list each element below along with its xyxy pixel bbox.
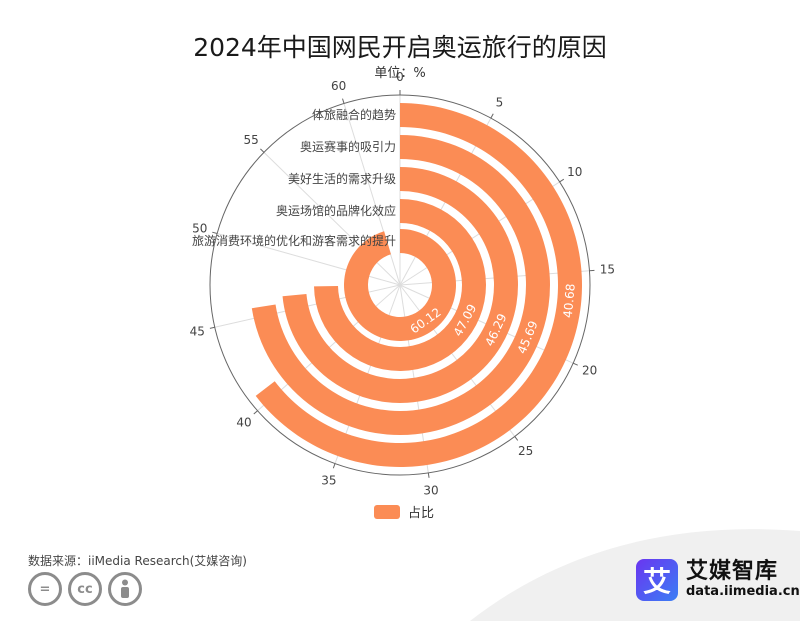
bar-1[interactable] [344,229,457,342]
legend-label: 占比 [408,506,435,521]
legend-swatch [374,504,400,519]
brand-name: 艾媒智库 [686,559,779,584]
cc-icon: cc [68,572,102,606]
cc-license: = cc [28,572,142,606]
angle-tick [559,178,565,183]
brand: 艾 艾媒智库 data.iimedia.cn [636,559,800,601]
category-label: 美好生活的需求升级 [288,171,396,186]
angle-tick [572,362,578,366]
angle-tick-label: 15 [600,262,615,276]
angle-tick-label: 45 [190,324,205,338]
chart-title: 2024年中国网民开启奥运旅行的原因 [193,33,607,62]
grid-spoke [263,151,401,286]
angle-tick-label: 35 [321,473,336,487]
angle-tick-label: 10 [567,165,582,179]
unit-label: 单位：% [374,66,426,81]
category-label: 奥运场馆的品牌化效应 [276,203,396,218]
grid-spoke [343,103,401,286]
angle-tick [209,326,215,329]
angle-tick-label: 5 [496,95,504,109]
angle-tick-label: 30 [423,484,438,498]
category-label: 体旅融合的趋势 [312,107,396,122]
data-source: 数据来源：iiMedia Research(艾媒咨询) [28,554,247,568]
equals-icon: = [28,572,62,606]
angle-tick [427,472,430,478]
angle-tick [253,410,258,415]
angle-tick-label: 50 [192,222,207,236]
angle-tick [342,98,345,104]
person-icon [108,572,142,606]
grid-spoke [216,233,401,286]
angle-tick [332,463,336,469]
angle-tick [490,113,494,119]
angle-tick [260,148,265,153]
angle-tick-label: 55 [243,133,258,147]
brand-logo-icon: 艾 [636,559,678,601]
angle-tick [514,436,519,441]
data-label: 40.68 [561,283,578,319]
angle-tick-label: 25 [518,444,533,458]
legend[interactable]: 占比 [374,502,434,521]
brand-swoosh [470,529,800,621]
angle-tick-label: 60 [331,79,346,93]
brand-url: data.iimedia.cn [686,584,800,599]
angle-tick-label: 40 [236,416,251,430]
angle-tick-label: 20 [582,364,597,378]
angle-tick-label: 0 [396,70,404,84]
category-label: 旅游消费环境的优化和游客需求的提升 [192,233,396,248]
category-label: 奥运赛事的吸引力 [300,139,396,154]
angle-tick [212,231,218,235]
